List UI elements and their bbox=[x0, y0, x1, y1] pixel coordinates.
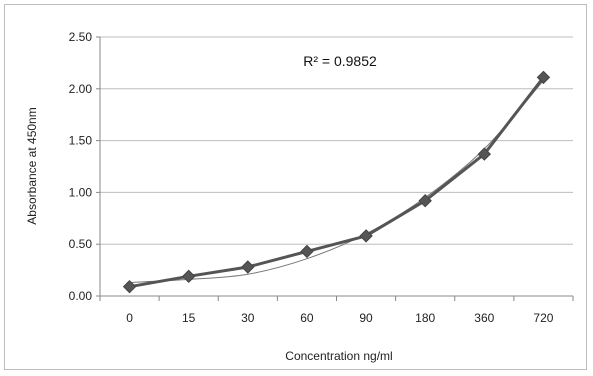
series-group bbox=[122, 70, 551, 294]
data-point-90 bbox=[359, 229, 373, 243]
y-axis-title: Absorbance at 450nm bbox=[25, 107, 39, 224]
gridlines bbox=[100, 36, 573, 245]
series-line-0 bbox=[129, 76, 545, 289]
x-tick-label-0: 0 bbox=[126, 311, 133, 325]
x-tick-label-7: 720 bbox=[533, 311, 553, 325]
data-point-15 bbox=[181, 269, 196, 284]
y-tick-label-4: 2.00 bbox=[69, 82, 93, 96]
x-tick-label-1: 15 bbox=[182, 311, 196, 325]
data-point-180 bbox=[418, 193, 432, 208]
x-tick-label-3: 60 bbox=[300, 311, 314, 325]
trendline-group bbox=[129, 80, 544, 284]
r-squared-annotation: R² = 0.9852 bbox=[303, 53, 377, 69]
data-point-0 bbox=[122, 279, 137, 294]
x-tick-label-4: 90 bbox=[359, 311, 373, 325]
x-tick-label-2: 30 bbox=[241, 311, 255, 325]
data-point-360 bbox=[477, 147, 492, 161]
y-tick-label-5: 2.50 bbox=[69, 30, 93, 44]
y-tick-label-0: 0.00 bbox=[69, 289, 93, 303]
trendline bbox=[129, 80, 544, 284]
axes bbox=[96, 36, 574, 301]
y-tick-labels: 0.00 0.50 1.00 1.50 2.00 2.50 bbox=[69, 30, 93, 303]
x-tick-label-5: 180 bbox=[415, 311, 435, 325]
chart-frame bbox=[4, 4, 587, 370]
x-tick-label-6: 360 bbox=[474, 311, 494, 325]
x-tick-labels: 0 15 30 60 90 180 360 720 bbox=[126, 311, 554, 325]
y-tick-label-2: 1.00 bbox=[69, 185, 93, 199]
y-tick-label-1: 0.50 bbox=[69, 237, 93, 251]
y-tick-label-3: 1.50 bbox=[69, 134, 93, 148]
data-point-30 bbox=[241, 260, 255, 274]
data-point-60 bbox=[300, 244, 314, 259]
x-axis-title: Concentration ng/ml bbox=[285, 349, 392, 363]
data-point-720 bbox=[536, 70, 551, 85]
